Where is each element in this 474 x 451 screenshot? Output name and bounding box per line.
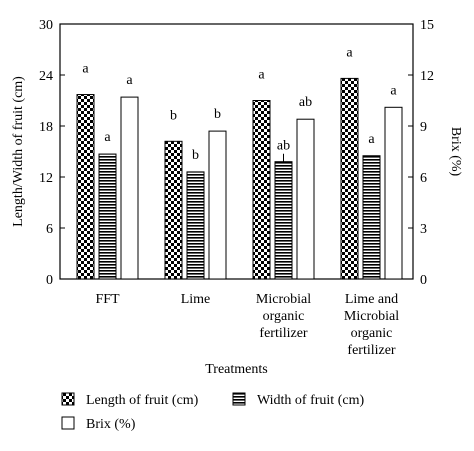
x-category-label: organic xyxy=(351,326,393,341)
bar-open xyxy=(384,106,403,280)
y-left-tick-label: 0 xyxy=(46,273,53,288)
y-left-tick-label: 6 xyxy=(46,222,53,237)
bar-checker xyxy=(340,77,359,280)
significance-letter: a xyxy=(390,83,397,98)
bar-open xyxy=(120,96,139,280)
significance-letter: b xyxy=(170,108,177,123)
legend-label: Length of fruit (cm) xyxy=(86,393,199,408)
bar-open xyxy=(296,118,315,280)
significance-letter: ab xyxy=(299,95,312,110)
y-right-tick-label: 12 xyxy=(420,69,434,84)
significance-letter: ab xyxy=(277,139,290,154)
y-right-axis-title: Brix (%) xyxy=(448,127,463,177)
significance-letter: a xyxy=(82,62,89,77)
bar-hlines xyxy=(362,155,381,280)
legend-swatch-checker xyxy=(61,392,75,406)
y-left-tick-label: 24 xyxy=(39,69,53,84)
bar-checker xyxy=(164,140,183,280)
y-left-tick-label: 30 xyxy=(39,18,53,33)
y-right-tick-label: 6 xyxy=(420,171,427,186)
x-category-label: FFT xyxy=(95,292,120,307)
legend-label: Brix (%) xyxy=(86,417,136,432)
significance-letter: a xyxy=(368,132,375,147)
significance-letter: b xyxy=(192,148,199,163)
x-category-label: fertilizer xyxy=(347,343,396,358)
significance-letter: a xyxy=(104,130,111,145)
significance-letter: a xyxy=(126,73,133,88)
y-left-tick-label: 18 xyxy=(39,120,53,135)
bar-checker xyxy=(252,100,271,280)
x-category-label: Microbial xyxy=(344,309,399,324)
y-right-tick-label: 15 xyxy=(420,18,434,33)
x-axis-title: Treatments xyxy=(205,362,267,377)
legend-swatch-open xyxy=(61,416,75,430)
y-left-tick-label: 12 xyxy=(39,171,53,186)
bar-checker xyxy=(76,94,95,280)
y-left-axis-title: Length/Width of fruit (cm) xyxy=(11,76,26,227)
x-category-label: organic xyxy=(263,309,305,324)
y-right-tick-label: 0 xyxy=(420,273,427,288)
significance-letter: a xyxy=(258,68,265,83)
bar-hlines xyxy=(186,171,205,280)
significance-letter: a xyxy=(346,45,353,60)
y-right-tick-label: 9 xyxy=(420,120,427,135)
x-category-label: fertilizer xyxy=(259,326,308,341)
legend-swatch-hlines xyxy=(232,392,246,406)
bar-hlines xyxy=(274,161,293,280)
y-right-tick-label: 3 xyxy=(420,222,427,237)
x-category-label: Microbial xyxy=(256,292,311,307)
x-category-label: Lime and xyxy=(345,292,398,307)
significance-letter: b xyxy=(214,107,221,122)
x-category-label: Lime xyxy=(181,292,211,307)
legend-label: Width of fruit (cm) xyxy=(257,393,364,408)
plot-frame xyxy=(59,23,414,280)
bar-open xyxy=(208,130,227,280)
bar-hlines xyxy=(98,153,117,280)
